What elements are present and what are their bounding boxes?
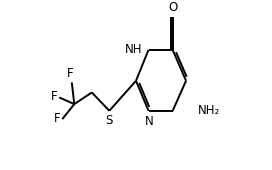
Text: O: O bbox=[168, 1, 177, 14]
Text: S: S bbox=[106, 114, 113, 127]
Text: N: N bbox=[145, 115, 154, 128]
Text: F: F bbox=[51, 90, 58, 103]
Text: F: F bbox=[67, 67, 73, 80]
Text: NH: NH bbox=[125, 43, 142, 56]
Text: F: F bbox=[54, 112, 61, 125]
Text: NH₂: NH₂ bbox=[198, 104, 220, 117]
